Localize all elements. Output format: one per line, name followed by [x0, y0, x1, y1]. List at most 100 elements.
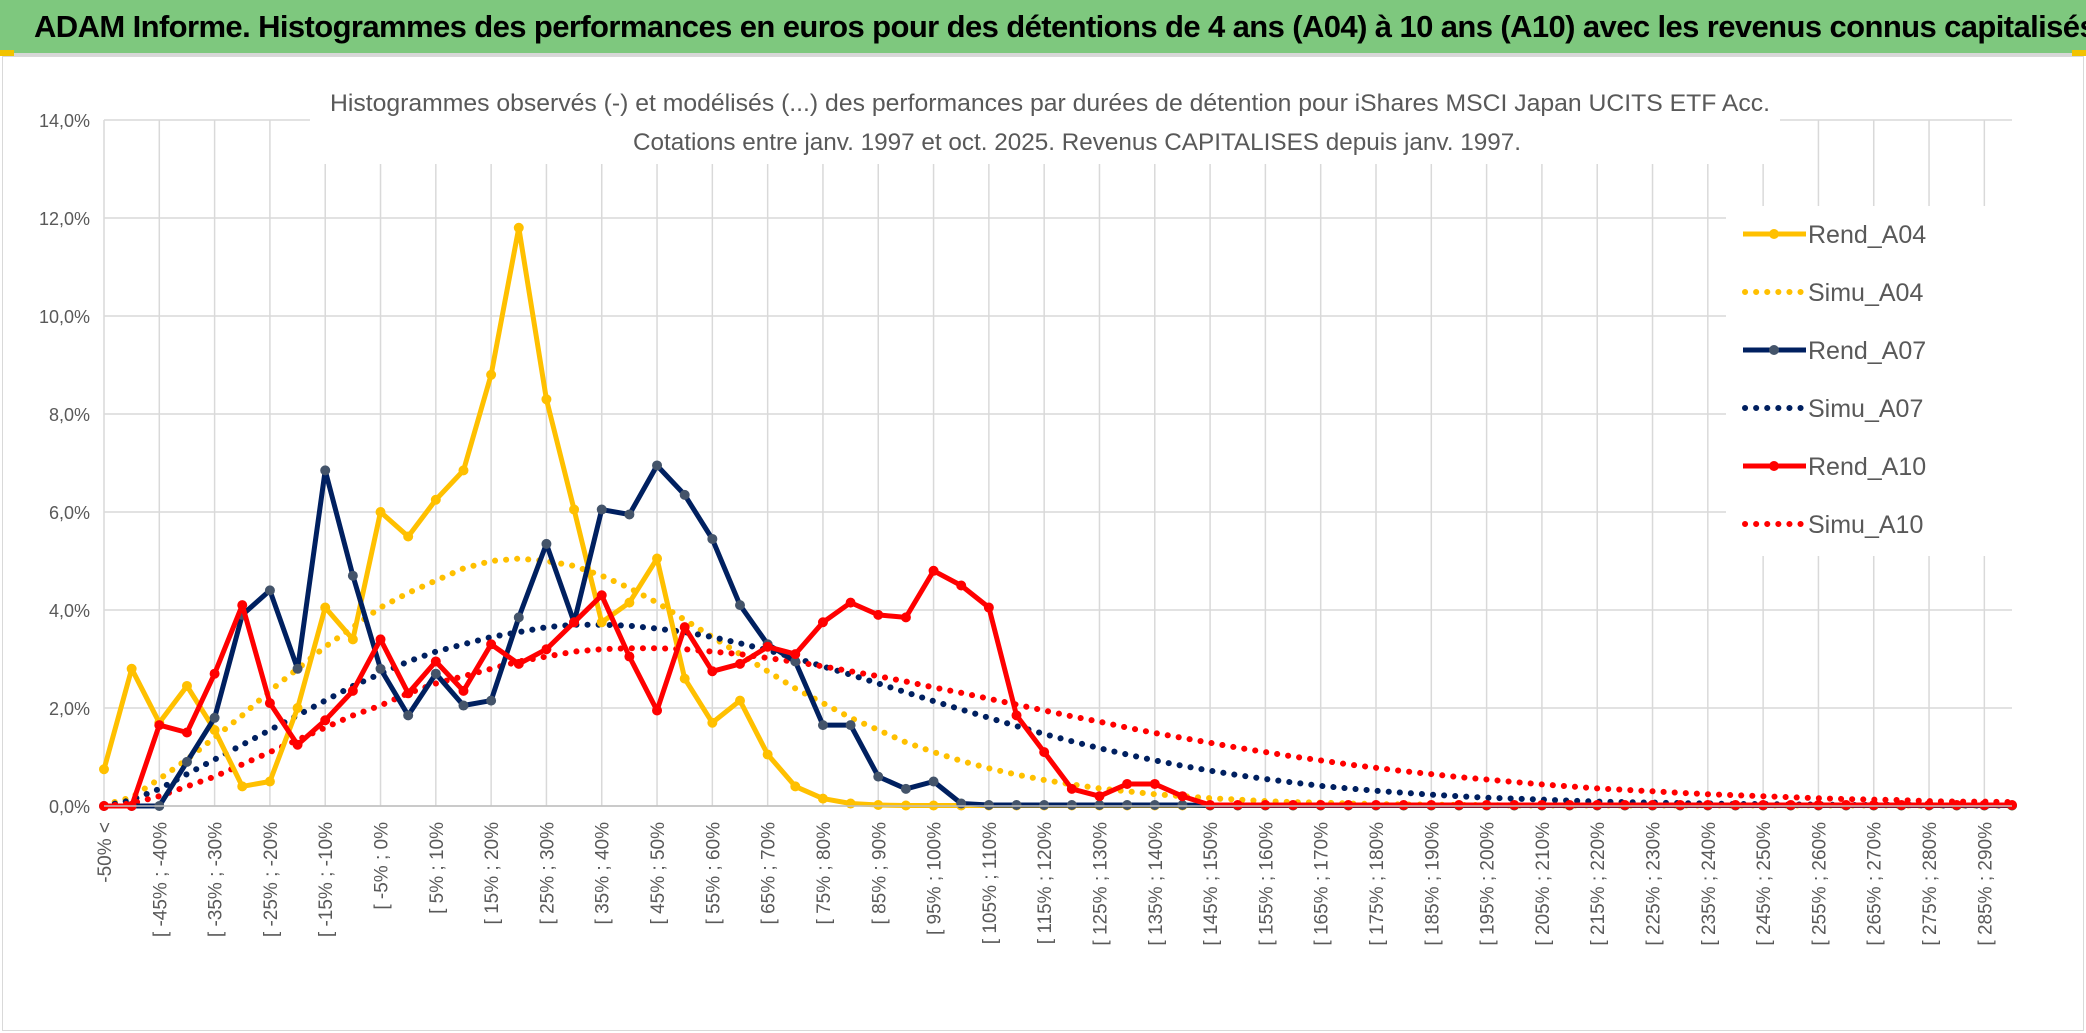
data-point: [1011, 800, 1022, 811]
chart-subtitle: Cotations entre janv. 1997 et oct. 2025.…: [633, 129, 1521, 156]
data-point: [430, 656, 441, 667]
x-tick-label: [ 225% ; 230%: [1644, 822, 1665, 946]
data-point: [1094, 800, 1105, 811]
x-tick-label: [ 145% ; 150%: [1201, 822, 1222, 946]
data-point: [624, 597, 635, 608]
series-line: [101, 555, 2015, 809]
x-tick-label: [ 25% ; 30%: [537, 822, 558, 925]
banner-corner-left: [0, 50, 14, 56]
data-point: [873, 800, 884, 811]
data-point: [237, 600, 248, 611]
data-point: [569, 617, 580, 628]
x-tick-label: [ 85% ; 90%: [869, 822, 890, 925]
x-tick-label: [ -45% ; -40%: [150, 822, 171, 937]
y-tick-label: 6,0%: [49, 503, 90, 523]
x-tick-label: [ 275% ; 280%: [1920, 822, 1941, 946]
report-title: ADAM Informe. Histogrammes des performan…: [34, 9, 2086, 44]
x-tick-label: [ 95% ; 100%: [925, 822, 946, 935]
data-point: [1813, 800, 1824, 811]
legend-marker: [1769, 461, 1779, 471]
data-point: [596, 504, 607, 515]
data-point: [1232, 800, 1243, 811]
data-point: [1564, 800, 1575, 811]
data-point: [320, 465, 331, 476]
data-point: [624, 651, 635, 662]
data-point: [956, 580, 967, 591]
x-tick-label: [ 125% ; 130%: [1090, 822, 1111, 946]
legend-marker: [1769, 345, 1779, 355]
data-point: [1758, 800, 1769, 811]
data-point: [1481, 800, 1492, 811]
x-tick-label: [ 155% ; 160%: [1256, 822, 1277, 946]
data-point: [1951, 800, 1962, 811]
data-point: [790, 649, 801, 660]
data-point: [1260, 800, 1271, 811]
data-point: [541, 394, 552, 405]
data-point: [652, 553, 663, 564]
x-tick-label: [ 265% ; 270%: [1865, 822, 1886, 946]
x-tick-label: [ 55% ; 60%: [703, 822, 724, 925]
series-simu_a04: [101, 555, 2015, 809]
data-point: [403, 688, 414, 699]
data-point: [458, 700, 469, 711]
series-rend_a10: [99, 565, 2017, 811]
legend-item-rend_a10: Rend_A10: [1743, 453, 1926, 481]
x-tick-label: [ -15% ; -10%: [316, 822, 337, 937]
data-point: [1896, 800, 1907, 811]
data-point: [320, 602, 331, 613]
x-tick-label: [ 65% ; 70%: [759, 822, 780, 925]
banner-corner-right: [2072, 50, 2086, 56]
data-point: [513, 612, 524, 623]
x-tick-label: [ 215% ; 220%: [1588, 822, 1609, 946]
data-point: [735, 695, 745, 706]
data-point: [264, 698, 275, 709]
data-point: [375, 663, 386, 674]
legend-background: [1726, 206, 2026, 556]
data-point: [900, 783, 911, 794]
data-point: [320, 715, 331, 726]
data-point: [1924, 800, 1935, 811]
data-point: [873, 771, 884, 782]
data-point: [458, 685, 469, 696]
legend-item-rend_a04: Rend_A04: [1743, 221, 1926, 249]
data-point: [1205, 800, 1216, 811]
data-point: [292, 663, 303, 674]
legend-label: Simu_A10: [1808, 511, 1923, 539]
data-point: [1371, 800, 1381, 811]
data-point: [375, 507, 386, 517]
series-line: [104, 568, 2012, 809]
chart-title-background: [310, 80, 1780, 164]
data-point: [900, 612, 911, 623]
data-point: [347, 570, 358, 581]
data-point: [845, 720, 856, 731]
data-point: [209, 725, 220, 736]
data-point: [292, 739, 303, 750]
data-point: [486, 639, 497, 650]
y-tick-label: 12,0%: [39, 209, 90, 229]
data-point: [596, 617, 607, 628]
data-point: [541, 538, 552, 549]
data-point: [430, 494, 441, 505]
data-point: [1702, 800, 1713, 811]
data-point: [154, 720, 165, 731]
data-point: [707, 666, 718, 677]
data-point: [679, 673, 690, 684]
data-point: [458, 465, 469, 476]
y-tick-label: 2,0%: [49, 699, 90, 719]
data-point: [569, 504, 580, 515]
data-point: [375, 634, 386, 645]
data-point: [181, 756, 192, 767]
data-point: [126, 663, 137, 674]
data-point: [1509, 800, 1520, 811]
data-point: [292, 703, 303, 713]
x-tick-label: [ 165% ; 170%: [1312, 822, 1333, 946]
data-point: [1785, 800, 1796, 811]
data-point: [1094, 791, 1105, 802]
legend-label: Rend_A04: [1808, 221, 1926, 249]
report-banner: ADAM Informe. Histogrammes des performan…: [0, 0, 2086, 56]
data-point: [1841, 800, 1852, 811]
data-point: [347, 685, 358, 696]
data-point: [486, 695, 497, 706]
data-point: [1315, 800, 1326, 811]
legend-label: Simu_A07: [1808, 395, 1923, 423]
